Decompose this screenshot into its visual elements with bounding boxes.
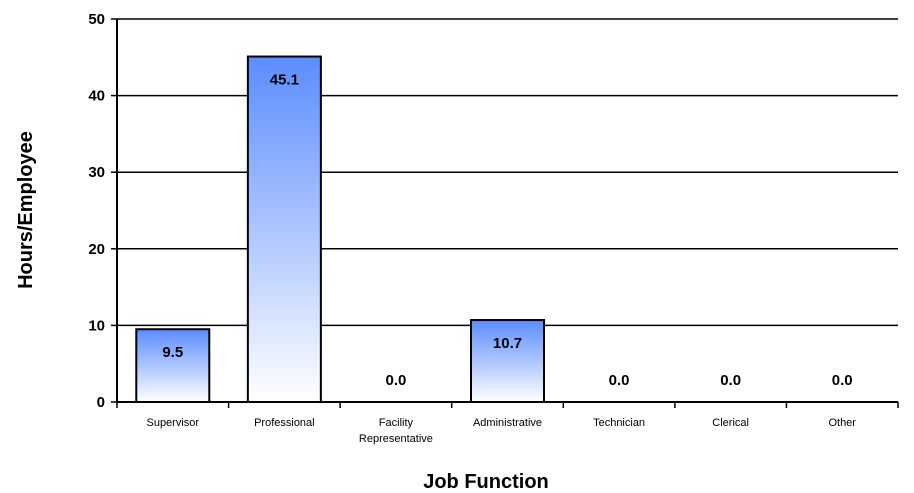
y-tick-label: 50 [88, 11, 105, 28]
data-label: 0.0 [832, 372, 853, 389]
gridlines [117, 19, 898, 325]
data-label: 10.7 [493, 335, 522, 352]
y-tick-label: 20 [88, 241, 105, 258]
x-tick-label: Clerical [712, 417, 749, 429]
data-label: 9.5 [162, 344, 183, 361]
x-tick-label: Facility Representative [359, 417, 433, 445]
y-tick-label: 0 [97, 394, 105, 411]
y-tick-label: 30 [88, 164, 105, 181]
data-label: 0.0 [609, 372, 630, 389]
bar [248, 57, 321, 402]
x-tick-label: Technician [593, 417, 645, 429]
x-tick-label: Supervisor [146, 417, 199, 429]
data-label: 45.1 [270, 72, 299, 89]
data-label: 0.0 [720, 372, 741, 389]
bars [136, 57, 544, 402]
data-label: 0.0 [385, 372, 406, 389]
x-tick-label: Administrative [473, 417, 542, 429]
bar [471, 320, 544, 402]
x-axis-title: Job Function [423, 471, 549, 493]
x-tick-label: Other [828, 417, 856, 429]
y-tick-label: 40 [88, 88, 105, 105]
y-axis-title: Hours/Employee [15, 131, 37, 289]
bar [136, 329, 209, 402]
y-tick-label: 10 [88, 317, 105, 334]
x-tick-label: Professional [254, 417, 315, 429]
